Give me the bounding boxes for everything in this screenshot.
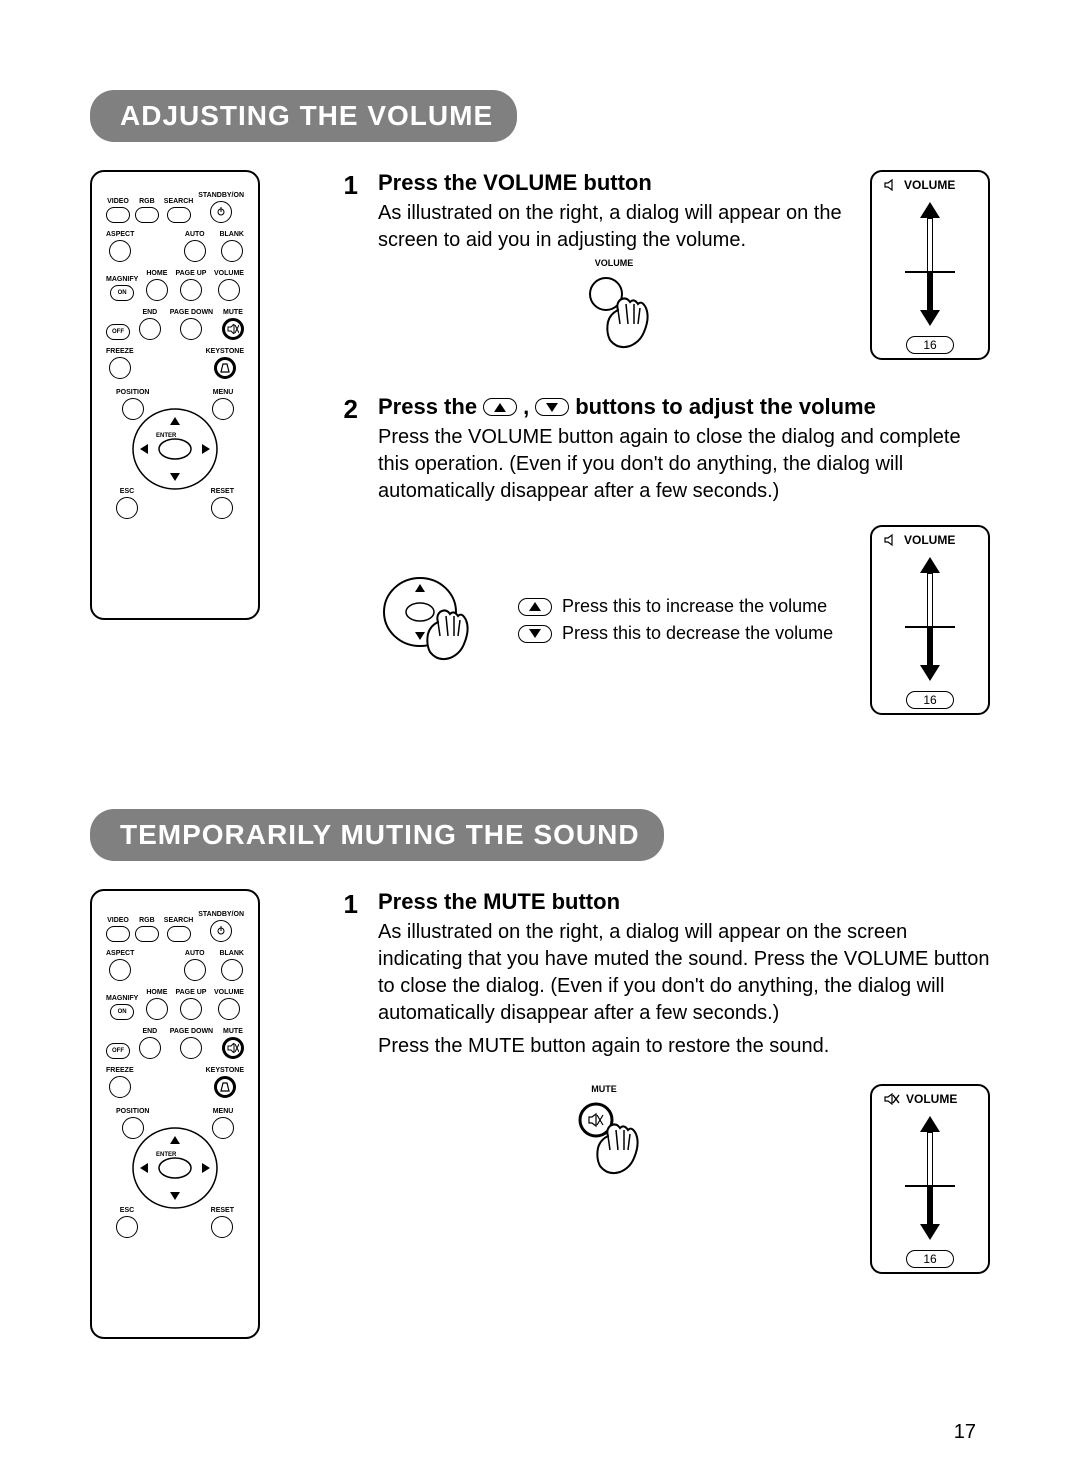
- remote-label: FREEZE: [106, 348, 134, 355]
- step-2: 2 Press the , buttons to adjust the volu…: [328, 394, 990, 715]
- dialog-label: VOLUME: [906, 1092, 957, 1106]
- remote-label: AUTO: [185, 231, 205, 238]
- up-button-icon: [483, 398, 517, 416]
- step-text: As illustrated on the right, a dialog wi…: [378, 919, 990, 1027]
- down-button-icon: [535, 398, 569, 416]
- remote-illustration: VIDEO RGB SEARCH STANDBY/ON ASPECT . AUT…: [90, 889, 280, 1339]
- legend-row: Press this to decrease the volume: [518, 623, 840, 644]
- up-button-icon: [518, 598, 552, 616]
- step-text: Press the MUTE button again to restore t…: [378, 1033, 990, 1060]
- remote-label: ENTER: [156, 433, 176, 439]
- step-text: As illustrated on the right, a dialog wi…: [378, 200, 850, 254]
- volume-dialog: VOLUME 16: [870, 525, 990, 715]
- remote-label: ESC: [120, 488, 134, 495]
- step-title: Press the MUTE button: [378, 889, 990, 915]
- legend-row: Press this to increase the volume: [518, 596, 840, 617]
- remote-label: MUTE: [223, 309, 243, 316]
- remote-label: PAGE UP: [175, 270, 206, 277]
- triangle-up-icon: [920, 1116, 940, 1132]
- volume-dialog-muted: VOLUME 16: [870, 1084, 990, 1274]
- remote-label: RESET: [211, 488, 234, 495]
- triangle-up-icon: [920, 557, 940, 573]
- remote-label: VOLUME: [214, 270, 244, 277]
- remote-label: BLANK: [219, 231, 244, 238]
- remote-label: END: [142, 309, 157, 316]
- speaker-icon: [884, 534, 898, 546]
- triangle-down-icon: [920, 665, 940, 681]
- remote-label: RGB: [139, 198, 155, 205]
- remote-label: STANDBY/ON: [198, 192, 244, 199]
- step-number: 1: [328, 170, 358, 360]
- step-text: Press the VOLUME button again to close t…: [378, 424, 990, 505]
- remote-illustration: VIDEO RGB SEARCH STANDBY/ON ASPECT . AUT…: [90, 170, 280, 749]
- press-pad-icon: [378, 574, 488, 666]
- section-header: TEMPORARILY MUTING THE SOUND: [90, 809, 664, 861]
- remote-label: ASPECT: [106, 231, 134, 238]
- remote-label: VIDEO: [107, 198, 129, 205]
- step-number: 1: [328, 889, 358, 1274]
- step-number: 2: [328, 394, 358, 715]
- triangle-down-icon: [920, 1224, 940, 1240]
- triangle-down-icon: [920, 310, 940, 326]
- speaker-icon: [884, 179, 898, 191]
- dialog-label: VOLUME: [904, 533, 955, 547]
- press-button-icon: [558, 1100, 650, 1176]
- section-adjusting-volume: ADJUSTING THE VOLUME VIDEO RGB SEARCH ST…: [90, 90, 990, 749]
- illus-label: MUTE: [558, 1084, 650, 1094]
- step-title: Press the VOLUME button: [378, 170, 850, 196]
- remote-label: KEYSTONE: [206, 348, 244, 355]
- volume-value: 16: [906, 1250, 953, 1268]
- illus-label: VOLUME: [568, 258, 660, 268]
- step-title: Press the , buttons to adjust the volume: [378, 394, 990, 420]
- triangle-up-icon: [920, 202, 940, 218]
- remote-label: SEARCH: [164, 198, 194, 205]
- page-number: 17: [954, 1421, 976, 1444]
- step-1: 1 Press the VOLUME button As illustrated…: [328, 170, 990, 360]
- volume-value: 16: [906, 336, 953, 354]
- remote-label: MAGNIFY: [106, 276, 138, 283]
- volume-value: 16: [906, 691, 953, 709]
- remote-label: HOME: [146, 270, 167, 277]
- press-button-icon: [568, 274, 660, 350]
- speaker-muted-icon: [884, 1093, 900, 1105]
- volume-dialog: VOLUME 16: [870, 170, 990, 360]
- section-header: ADJUSTING THE VOLUME: [90, 90, 517, 142]
- section-muting-sound: TEMPORARILY MUTING THE SOUND VIDEO RGB S…: [90, 809, 990, 1339]
- remote-label: PAGE DOWN: [170, 309, 213, 316]
- dialog-label: VOLUME: [904, 178, 955, 192]
- step-1: 1 Press the MUTE button As illustrated o…: [328, 889, 990, 1274]
- down-button-icon: [518, 625, 552, 643]
